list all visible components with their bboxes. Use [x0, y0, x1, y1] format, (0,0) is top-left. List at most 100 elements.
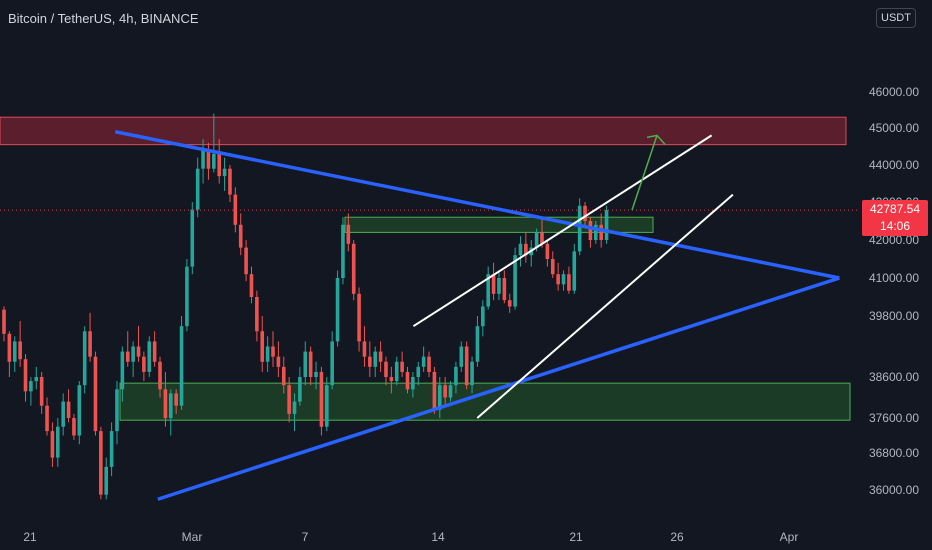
x-tick-label: Mar [182, 530, 203, 544]
candle-body [93, 356, 98, 432]
candle-body [303, 351, 308, 377]
candle-body [2, 309, 6, 334]
candle-body [394, 361, 399, 382]
candle-body [454, 366, 458, 386]
candle-body [389, 377, 394, 382]
candle-body [61, 401, 65, 427]
support-zone [119, 382, 851, 421]
candle-body [152, 341, 157, 362]
candle-body [427, 356, 431, 372]
candle-body [260, 331, 265, 362]
candle-body [411, 377, 415, 390]
candle-body [561, 274, 566, 285]
candle-body [190, 209, 195, 267]
candle-body [201, 150, 205, 169]
candle-body [405, 371, 410, 390]
projection-arrow-line [631, 135, 658, 211]
candle-body [368, 356, 372, 367]
candle-body [287, 385, 291, 414]
candle-body [346, 224, 351, 244]
y-tick-label: 36000.00 [869, 483, 919, 497]
candle-body [217, 153, 221, 177]
y-axis: 46000.0045000.0044000.0043000.0042000.00… [869, 85, 919, 497]
projection-arrow-head [646, 134, 666, 145]
candle-body [147, 341, 152, 372]
candle-body [588, 221, 593, 240]
candle-body [335, 278, 340, 342]
candle-body [400, 361, 404, 372]
candle-body [136, 346, 141, 357]
candle-body [534, 232, 539, 248]
candle-body [228, 168, 232, 195]
candle-body [82, 331, 87, 386]
candle-body [77, 385, 82, 436]
candle-body [222, 168, 227, 177]
symbol-title: Bitcoin / TetherUS, 4h, BINANCE [8, 11, 199, 26]
x-axis: 21 Mar 7 14 21 26 Apr [23, 530, 798, 544]
candle-body [255, 297, 259, 332]
candle-body [362, 341, 367, 357]
candle-body [373, 351, 378, 367]
candle-body [120, 351, 125, 390]
trend-drawings [0, 129, 860, 501]
candle-body [567, 274, 571, 291]
candle-body [265, 346, 270, 362]
candle-body [50, 431, 55, 458]
x-tick-label: 21 [569, 530, 583, 544]
candle-body [72, 418, 76, 436]
candle-body [276, 356, 281, 367]
candle-body [206, 150, 211, 169]
candle-body [325, 385, 329, 427]
y-tick-label: 41000.00 [869, 271, 919, 285]
candle-body [341, 224, 345, 278]
candle-body [502, 278, 507, 301]
x-tick-label: 14 [431, 530, 445, 544]
candle-body [464, 346, 469, 386]
candle-body [99, 431, 103, 495]
y-tick-label: 46000.00 [869, 85, 919, 99]
candle-body [314, 371, 318, 377]
candle-body [281, 366, 286, 386]
price-zones [0, 116, 851, 421]
y-tick-label: 38600.00 [869, 370, 919, 384]
candle-body [125, 351, 130, 362]
candle-body [550, 259, 555, 275]
candle-body [233, 194, 238, 225]
candle-body [507, 300, 512, 307]
candle-body [109, 431, 114, 467]
candle-body [384, 361, 388, 377]
candle-body [475, 326, 480, 362]
candle-body [481, 306, 485, 327]
resistance-zone [0, 116, 847, 146]
candle-body [448, 385, 453, 398]
candle-body [45, 405, 49, 432]
upper-trendline [114, 129, 840, 280]
currency-button[interactable]: USDT [876, 8, 916, 28]
candle-body [604, 210, 609, 240]
candle-body [491, 274, 496, 294]
candle-body [572, 251, 577, 291]
candle-body [238, 224, 243, 248]
candle-body [416, 366, 421, 377]
candle-body [357, 293, 361, 342]
candle-body [115, 389, 119, 432]
channel-upper-line [412, 134, 713, 328]
candle-body [459, 346, 464, 367]
candle-body [7, 333, 12, 362]
y-tick-label: 39800.00 [869, 309, 919, 323]
candle-body [470, 361, 474, 386]
current-price-label: 42787.54 [869, 202, 921, 216]
y-tick-label: 36800.00 [869, 446, 919, 460]
candle-body [66, 401, 71, 418]
channel-lower-line [476, 193, 734, 419]
x-tick-label: Apr [780, 530, 799, 544]
candle-body [594, 224, 598, 240]
candle-body [244, 247, 248, 275]
candle-body [195, 168, 200, 210]
candle-body [583, 205, 587, 221]
candlesticks [2, 113, 609, 500]
candle-body [18, 341, 22, 360]
candle-body [179, 326, 184, 406]
candle-body [513, 255, 517, 307]
